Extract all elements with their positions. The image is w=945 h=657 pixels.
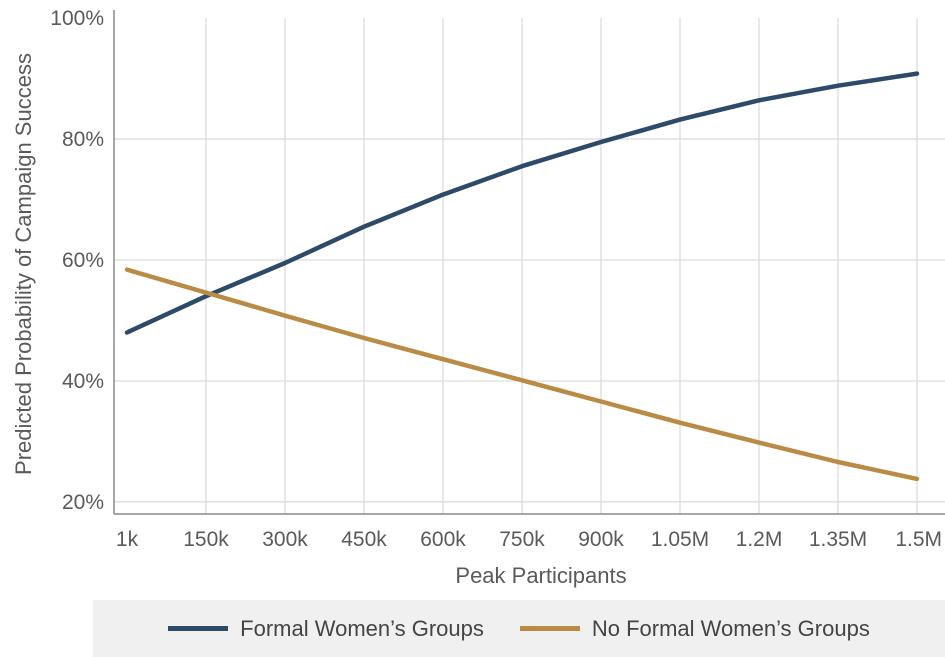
- x-tick-label: 1.5M: [895, 528, 942, 551]
- x-tick-label: 900k: [578, 528, 624, 551]
- x-tick-label: 1.05M: [651, 528, 709, 551]
- series-line-formal-womens-groups: [124, 71, 920, 335]
- legend: Formal Women’s Groups No Formal Women’s …: [93, 600, 945, 657]
- grid: [114, 18, 945, 514]
- y-tick-label: 40%: [62, 370, 104, 393]
- legend-swatch: [519, 626, 580, 631]
- y-tick-label: 80%: [62, 128, 104, 151]
- x-tick-label: 1.2M: [736, 528, 783, 551]
- y-tick-label: 60%: [62, 249, 104, 272]
- series-lines: [124, 71, 920, 482]
- x-tick-label: 1.35M: [809, 528, 867, 551]
- line-chart: 20% 40% 60% 80% 100% 1k 150k 300k 450k 600k 750k 9…: [11, 7, 945, 588]
- legend-label: Formal Women’s Groups: [240, 615, 484, 641]
- y-tick-labels: 20% 40% 60% 80% 100%: [50, 7, 104, 514]
- legend-swatch: [168, 626, 229, 631]
- y-axis-title: Predicted Probability of Campaign Succes…: [11, 53, 36, 475]
- y-tick-label: 20%: [62, 491, 104, 514]
- legend-label: No Formal Women’s Groups: [591, 615, 870, 641]
- x-tick-label: 150k: [183, 528, 229, 551]
- x-tick-label: 750k: [499, 528, 545, 551]
- x-tick-label: 600k: [420, 528, 466, 551]
- x-tick-label: 1k: [116, 528, 139, 551]
- legend-item-formal: Formal Women’s Groups: [168, 616, 484, 642]
- x-tick-label: 300k: [262, 528, 308, 551]
- legend-item-no-formal: No Formal Women’s Groups: [519, 615, 870, 642]
- x-tick-labels: 1k 150k 300k 450k 600k 750k 900k 1.05M 1.2M 1.35M…: [116, 528, 942, 551]
- x-axis-title: Peak Participants: [455, 563, 626, 588]
- axes: [113, 10, 945, 515]
- y-tick-label: 100%: [50, 7, 104, 30]
- x-tick-label: 450k: [341, 528, 387, 551]
- series-line-no-formal-womens-groups: [124, 267, 920, 482]
